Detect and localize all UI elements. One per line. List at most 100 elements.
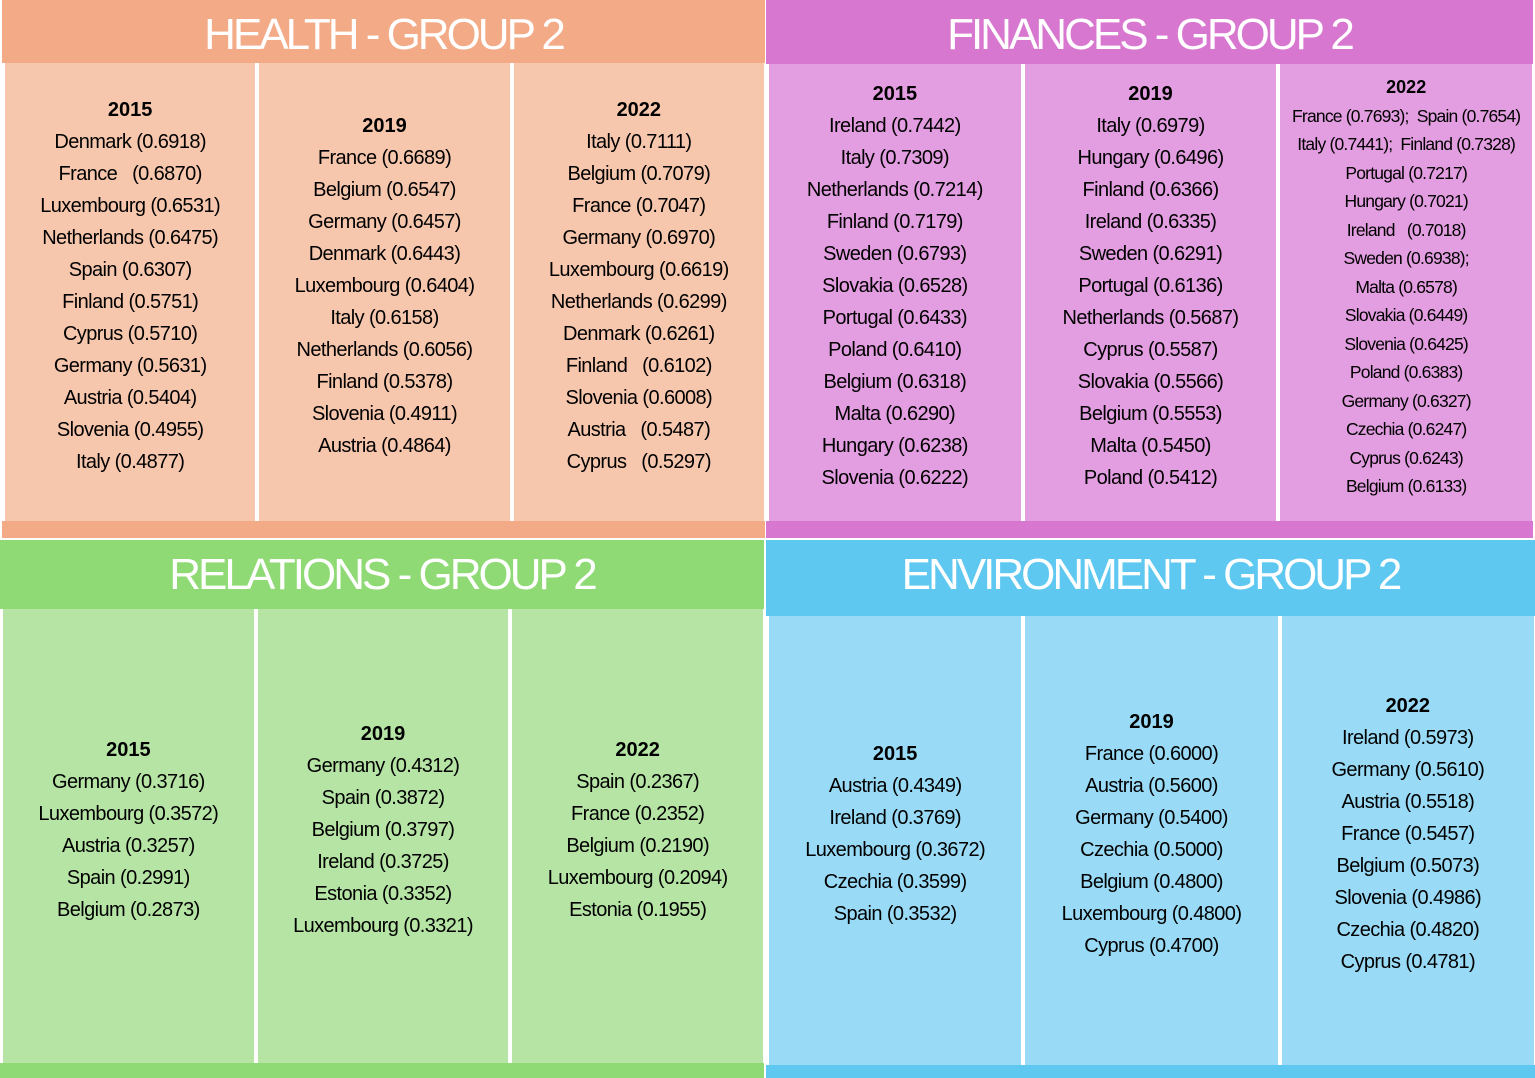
- country-score-item: Czechia (0.6247): [1345, 419, 1467, 439]
- country-score-item: Spain (0.2991): [66, 866, 190, 889]
- year-heading: 2015: [872, 743, 918, 765]
- country-score-item: Slovenia (0.6222): [821, 467, 969, 489]
- country-score-item: Poland (0.6383): [1349, 362, 1463, 382]
- country-score-item: Luxembourg (0.4800): [1061, 903, 1242, 925]
- country-score-item: Netherlands (0.6299): [550, 290, 728, 313]
- panel-footer-bar: [2, 524, 765, 538]
- country-score-item: Malta (0.6290): [834, 403, 956, 425]
- country-score-item: France (0.6870): [58, 162, 203, 185]
- country-score-item: Austria (0.4349): [828, 775, 962, 797]
- country-score-item: Slovenia (0.4955): [56, 418, 204, 441]
- country-score-item: Netherlands (0.7214): [806, 179, 984, 201]
- year-columns: 2015 Ireland (0.7442) Italy (0.7309) Nether…: [766, 64, 1534, 521]
- country-score-item: Germany (0.6970): [562, 226, 716, 249]
- country-score-item: Estonia (0.1955): [569, 898, 707, 921]
- country-score-item: Austria (0.5487): [567, 418, 711, 441]
- country-score-item: Sweden (0.6938);: [1343, 248, 1470, 268]
- country-score-item: Germany (0.6327): [1341, 390, 1472, 411]
- health-panel: HEALTH - GROUP 2 2015 Denmark (0.6918) Fra…: [2, 0, 765, 538]
- country-score-item: Belgium (0.2190): [566, 834, 710, 857]
- year-column: 2015 Germany (0.3716) Luxembourg (0.3572) A…: [0, 609, 255, 1063]
- country-score-item: Denmark (0.6443): [308, 242, 461, 265]
- country-score-item: Luxembourg (0.3672): [805, 839, 986, 861]
- country-score-item: Austria (0.5600): [1085, 775, 1218, 797]
- country-score-item: Ireland (0.3769): [829, 807, 961, 829]
- country-score-item: Spain (0.6307): [68, 258, 192, 281]
- country-score-item: Cyprus (0.4781): [1340, 951, 1476, 973]
- country-score-item: Netherlands (0.6475): [42, 226, 219, 249]
- country-score-item: Italy (0.6979): [1096, 115, 1205, 137]
- country-score-item: Finland (0.6366): [1082, 179, 1219, 201]
- country-score-item: Spain (0.3872): [321, 786, 445, 809]
- country-score-item: Italy (0.7111): [586, 130, 692, 153]
- panel-title: FINANCES - GROUP 2: [947, 10, 1355, 59]
- year-heading: 2022: [1385, 695, 1431, 717]
- year-column: 2019 Italy (0.6979) Hungary (0.6496) Finlan…: [1021, 64, 1278, 521]
- panel-footer-bar: [0, 1063, 764, 1075]
- country-score-item: Slovakia (0.6528): [822, 275, 968, 297]
- country-score-item: Italy (0.7309): [840, 147, 950, 169]
- country-score-item: Austria (0.5518): [1341, 791, 1475, 813]
- year-column: 2019 France (0.6000) Austria (0.5600) Germa…: [1022, 616, 1279, 1065]
- panel-footer-bar: [766, 522, 1533, 533]
- year-heading: 2022: [1386, 76, 1427, 97]
- country-score-item: Hungary (0.6238): [821, 435, 969, 457]
- year-column: 2022 Italy (0.7111) Belgium (0.7079) France…: [510, 63, 765, 521]
- country-score-item: Sweden (0.6793): [823, 243, 967, 265]
- year-columns: 2015 Austria (0.4349) Ireland (0.3769) Luxe…: [766, 616, 1535, 1065]
- country-score-item: Germany (0.5610): [1331, 759, 1485, 781]
- country-score-item: Cyprus (0.5587): [1083, 339, 1218, 361]
- country-score-item: Poland (0.5412): [1083, 467, 1218, 489]
- panel-title: ENVIRONMENT - GROUP 2: [901, 550, 1403, 599]
- country-score-item: Belgium (0.4800): [1080, 871, 1223, 893]
- country-score-item: Finland (0.7179): [826, 211, 964, 233]
- country-score-item: Austria (0.3257): [61, 834, 195, 857]
- year-column: 2022 France (0.7693); Spain (0.7654) Italy…: [1277, 64, 1534, 521]
- country-score-item: Netherlands (0.5687): [1062, 307, 1240, 329]
- year-column: 2015 Austria (0.4349) Ireland (0.3769) Luxe…: [766, 616, 1023, 1065]
- year-column: 2019 France (0.6689) Belgium (0.6547) Germa…: [256, 63, 511, 521]
- year-heading: 2022: [615, 738, 660, 761]
- country-score-item: Spain (0.3532): [833, 903, 957, 925]
- country-score-item: Luxembourg (0.6404): [294, 274, 475, 297]
- country-score-item: Belgium (0.7079): [567, 162, 711, 185]
- country-score-item: Belgium (0.5553): [1079, 403, 1222, 425]
- finances-panel: FINANCES - GROUP 2 2015 Ireland (0.7442) I…: [766, 0, 1534, 538]
- year-column: 2022 Spain (0.2367) France (0.2352) Belgium…: [509, 609, 765, 1063]
- year-columns: 2015 Denmark (0.6918) France (0.6870) Luxem…: [2, 63, 765, 521]
- year-columns: 2015 Germany (0.3716) Luxembourg (0.3572) A…: [0, 609, 765, 1063]
- country-score-item: Italy (0.7441); Finland (0.7328): [1297, 134, 1516, 154]
- country-score-item: Portugal (0.6433): [822, 307, 968, 329]
- country-score-item: Netherlands (0.6056): [296, 338, 474, 361]
- country-score-item: Luxembourg (0.2094): [547, 866, 728, 889]
- country-score-item: Slovenia (0.6425): [1344, 333, 1468, 354]
- country-score-item: Portugal (0.6136): [1078, 275, 1223, 297]
- country-score-item: Belgium (0.2873): [56, 898, 200, 921]
- country-score-item: France (0.6689): [317, 146, 452, 169]
- country-score-item: Belgium (0.6547): [313, 178, 456, 201]
- panel-title: RELATIONS - GROUP 2: [169, 550, 597, 599]
- country-score-item: Hungary (0.7021): [1344, 191, 1468, 211]
- country-score-item: Finland (0.5751): [62, 290, 199, 313]
- country-score-item: France (0.7693); Spain (0.7654): [1292, 105, 1521, 126]
- country-score-item: Finland (0.6102): [565, 354, 713, 377]
- country-score-item: Belgium (0.3797): [311, 818, 455, 841]
- country-score-item: Poland (0.6410): [828, 339, 962, 361]
- country-score-item: Czechia (0.5000): [1080, 839, 1223, 861]
- country-score-item: Cyprus (0.5710): [62, 322, 198, 345]
- country-score-item: Luxembourg (0.3572): [38, 802, 219, 825]
- year-heading: 2019: [360, 722, 406, 745]
- country-score-item: Slovakia (0.5566): [1077, 371, 1224, 393]
- country-score-item: Ireland (0.7442): [829, 115, 961, 137]
- country-score-item: Germany (0.5400): [1075, 807, 1228, 829]
- country-score-item: Italy (0.4877): [75, 450, 185, 473]
- country-score-item: Slovenia (0.4911): [311, 402, 458, 425]
- year-column: 2015 Ireland (0.7442) Italy (0.7309) Nether…: [766, 64, 1022, 521]
- country-score-item: Slovenia (0.6008): [565, 386, 713, 409]
- panel-footer-bar: [766, 1065, 1535, 1075]
- year-heading: 2015: [107, 98, 153, 121]
- country-score-item: France (0.7047): [572, 194, 706, 217]
- country-score-item: Portugal (0.7217): [1345, 162, 1467, 183]
- country-score-item: Spain (0.2367): [576, 770, 700, 793]
- country-score-item: Italy (0.6158): [330, 306, 439, 329]
